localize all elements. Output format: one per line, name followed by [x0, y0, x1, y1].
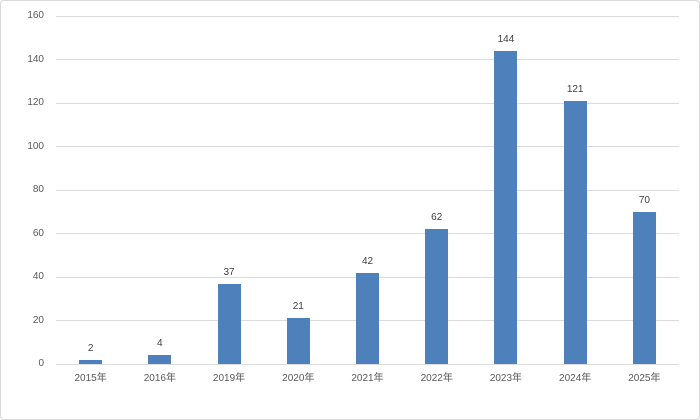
bar: [79, 359, 103, 364]
y-axis-tick-label: 80: [32, 184, 44, 195]
y-axis-tick-label: 100: [27, 140, 44, 152]
x-axis-label: 2015年: [74, 373, 107, 384]
x-axis-label: 2024年: [559, 373, 592, 384]
bar-value-label: 4: [157, 338, 163, 350]
x-axis-label: 2020年: [282, 373, 315, 384]
x-axis-label: 2019年: [212, 373, 246, 384]
x-axis-label: 2023年: [489, 373, 523, 384]
gridline: [56, 146, 679, 147]
gridline: [56, 363, 679, 365]
y-axis-tick-label: 60: [32, 227, 44, 239]
x-axis-label: 2022年: [420, 373, 453, 384]
bar: [494, 50, 518, 364]
bar-value-label: 144: [497, 33, 515, 45]
x-axis-label: 2016年: [143, 373, 176, 384]
gridline: [56, 189, 679, 191]
x-axis-label: 2025年: [628, 373, 661, 384]
bar-value-label: 21: [292, 301, 304, 313]
y-axis-tick-label: 140: [27, 53, 44, 65]
bar-value-label: 121: [566, 83, 584, 95]
bar: [632, 211, 656, 364]
x-axis-label: 2021年: [351, 373, 384, 384]
bar-value-label: 37: [223, 266, 235, 278]
gridline: [56, 233, 679, 234]
bar-value-label: 2: [87, 342, 94, 354]
y-axis-tick-label: 120: [27, 97, 44, 108]
bar: [356, 272, 379, 364]
bar: [425, 229, 449, 364]
bar-value-label: 62: [431, 212, 443, 224]
y-axis-tick-label: 0: [38, 358, 44, 369]
y-axis-tick-label: 40: [32, 271, 44, 282]
y-axis-tick-label: 160: [27, 10, 44, 21]
gridline: [56, 102, 679, 104]
gridline: [56, 59, 679, 60]
bar: [286, 318, 310, 364]
y-axis-tick-label: 20: [32, 314, 44, 326]
bar: [148, 355, 172, 364]
bar: [217, 283, 241, 364]
bar-value-label: 70: [638, 194, 650, 206]
gridline: [56, 15, 679, 17]
bar-value-label: 42: [361, 255, 374, 267]
bar: [563, 100, 587, 364]
